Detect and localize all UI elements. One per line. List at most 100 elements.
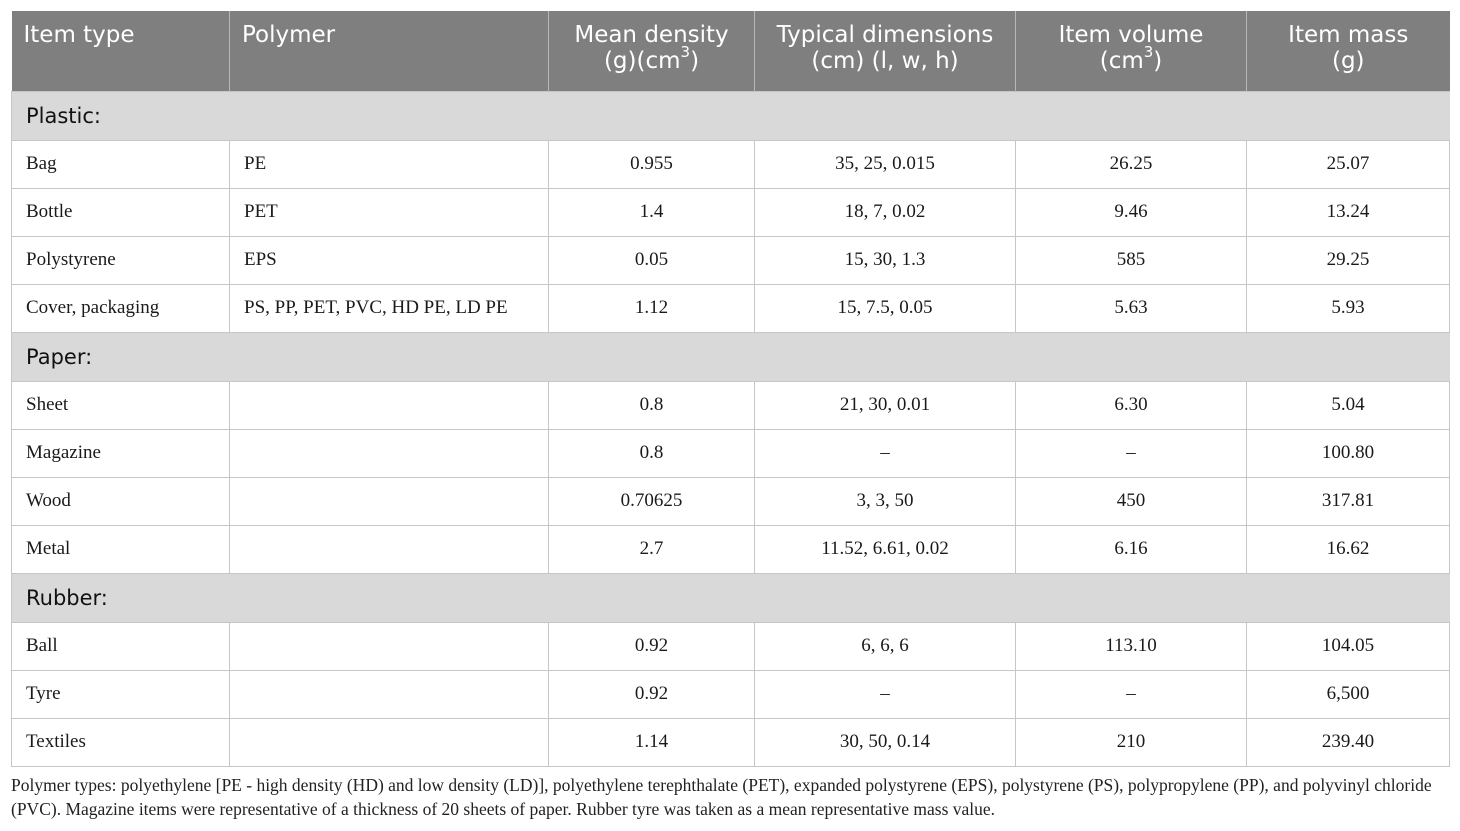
table-row: Metal 2.7 11.52, 6.61, 0.02 6.16 16.62 (11, 524, 1450, 574)
cell-item-mass: 13.24 (1246, 187, 1450, 237)
cell-item-type: Magazine (11, 428, 230, 478)
header-polymer: Polymer (229, 11, 549, 91)
header-item-volume-line2: (cm3) (1028, 45, 1234, 74)
header-row: Item type Polymer Mean density (g)(cm3) … (11, 11, 1450, 91)
header-mean-density-unit: (g)(cm (603, 48, 681, 74)
header-item-volume: Item volume (cm3) (1015, 11, 1247, 91)
cell-item-volume: 210 (1015, 717, 1247, 767)
cell-item-volume: 6.16 (1015, 524, 1247, 574)
cell-typical-dimensions: – (754, 669, 1016, 719)
table-row: Magazine 0.8– –100.80 (11, 428, 1450, 478)
table-row: Textiles 1.14 30, 50, 0.14 210 239.40 (11, 717, 1450, 767)
cell-item-mass: 5.93 (1246, 283, 1450, 333)
cell-item-volume: 585 (1015, 235, 1247, 285)
section-label: Rubber: (11, 572, 1450, 623)
section-row: Plastic: (11, 90, 1450, 141)
table-row: Polystyrene EPS 0.05 15, 30, 1.3 585 29.25 (11, 235, 1450, 285)
table-row: Ball 0.92 6, 6, 6 113.10 104.05 (11, 621, 1450, 671)
cell-typical-dimensions: 21, 30, 0.01 (754, 380, 1016, 430)
cell-item-volume: 113.10 (1015, 621, 1247, 671)
header-item-volume-unit: (cm (1099, 48, 1144, 74)
header-item-volume-sup: 3 (1143, 43, 1154, 62)
cell-mean-density: 0.8 (548, 428, 755, 478)
cell-typical-dimensions: 11.52, 6.61, 0.02 (754, 524, 1016, 574)
header-typical-dimensions-line1: Typical dimensions (776, 22, 994, 48)
cell-polymer: PE (229, 139, 549, 189)
section-row: Paper: (11, 331, 1450, 382)
cell-item-volume: – (1015, 669, 1247, 719)
cell-item-volume: 9.46 (1015, 187, 1247, 237)
cell-item-type: Bottle (11, 187, 230, 237)
cell-item-mass: 16.62 (1246, 524, 1450, 574)
header-typical-dimensions: Typical dimensions (cm) (l, w, h) (754, 11, 1016, 91)
header-item-volume-line1: Item volume (1058, 22, 1204, 48)
cell-typical-dimensions: 3, 3, 50 (754, 476, 1016, 526)
cell-mean-density: 0.70625 (548, 476, 755, 526)
cell-mean-density: 2.7 (548, 524, 755, 574)
section-label: Plastic: (11, 90, 1450, 141)
cell-item-mass: 239.40 (1246, 717, 1450, 767)
cell-item-type: Cover, packaging (11, 283, 230, 333)
header-item-volume-tail: ) (1153, 48, 1163, 74)
cell-polymer (229, 669, 549, 719)
cell-item-volume: 26.25 (1015, 139, 1247, 189)
cell-item-type: Tyre (11, 669, 230, 719)
header-item-mass-line1: Item mass (1288, 22, 1409, 48)
header-mean-density-sup: 3 (680, 43, 691, 62)
cell-item-volume: – (1015, 428, 1247, 478)
header-mean-density-tail: ) (690, 48, 700, 74)
cell-item-type: Ball (11, 621, 230, 671)
table-row: Bottle PET 1.4 18, 7, 0.02 9.46 13.24 (11, 187, 1450, 237)
table-footnote: Polymer types: polyethylene [PE - high d… (11, 775, 1432, 819)
data-table: Item type Polymer Mean density (g)(cm3) … (11, 11, 1450, 767)
cell-item-volume: 450 (1015, 476, 1247, 526)
cell-mean-density: 1.12 (548, 283, 755, 333)
cell-item-mass: 25.07 (1246, 139, 1450, 189)
cell-typical-dimensions: – (754, 428, 1016, 478)
cell-typical-dimensions: 35, 25, 0.015 (754, 139, 1016, 189)
header-polymer-label: Polymer (242, 22, 336, 48)
header-typical-dimensions-line2: (cm) (l, w, h) (811, 48, 959, 74)
table-row: Cover, packaging PS, PP, PET, PVC, HD PE,… (11, 283, 1450, 333)
cell-mean-density: 1.4 (548, 187, 755, 237)
cell-item-mass: 5.04 (1246, 380, 1450, 430)
cell-typical-dimensions: 6, 6, 6 (754, 621, 1016, 671)
table-row: Sheet 0.8 21, 30, 0.01 6.30 5.04 (11, 380, 1450, 430)
cell-item-type: Polystyrene (11, 235, 230, 285)
cell-typical-dimensions: 18, 7, 0.02 (754, 187, 1016, 237)
cell-item-mass: 104.05 (1246, 621, 1450, 671)
cell-mean-density: 0.92 (548, 669, 755, 719)
cell-polymer (229, 524, 549, 574)
table-header: Item type Polymer Mean density (g)(cm3) … (11, 11, 1450, 91)
cell-item-type: Wood (11, 476, 230, 526)
cell-item-type: Bag (11, 139, 230, 189)
cell-item-type: Textiles (11, 717, 230, 767)
cell-item-type: Sheet (11, 380, 230, 430)
cell-item-volume: 5.63 (1015, 283, 1247, 333)
section-label: Paper: (11, 331, 1450, 382)
cell-item-mass: 6,500 (1246, 669, 1450, 719)
header-item-type-label: Item type (23, 22, 135, 48)
cell-mean-density: 0.955 (548, 139, 755, 189)
header-mean-density: Mean density (g)(cm3) (548, 11, 755, 91)
cell-polymer (229, 621, 549, 671)
header-item-type: Item type (11, 11, 230, 91)
cell-mean-density: 0.92 (548, 621, 755, 671)
cell-mean-density: 0.05 (548, 235, 755, 285)
data-table-container: Item type Polymer Mean density (g)(cm3) … (11, 11, 1450, 767)
header-mean-density-line2: (g)(cm3) (561, 45, 742, 74)
cell-item-mass: 100.80 (1246, 428, 1450, 478)
cell-mean-density: 0.8 (548, 380, 755, 430)
header-mean-density-line1: Mean density (574, 22, 729, 48)
cell-item-mass: 29.25 (1246, 235, 1450, 285)
cell-mean-density: 1.14 (548, 717, 755, 767)
cell-item-volume: 6.30 (1015, 380, 1247, 430)
header-item-mass-line2: (g) (1331, 48, 1365, 74)
cell-typical-dimensions: 30, 50, 0.14 (754, 717, 1016, 767)
cell-polymer (229, 717, 549, 767)
cell-polymer (229, 428, 549, 478)
section-row: Rubber: (11, 572, 1450, 623)
cell-item-mass: 317.81 (1246, 476, 1450, 526)
table-row: Tyre 0.92– –6,500 (11, 669, 1450, 719)
cell-polymer: EPS (229, 235, 549, 285)
